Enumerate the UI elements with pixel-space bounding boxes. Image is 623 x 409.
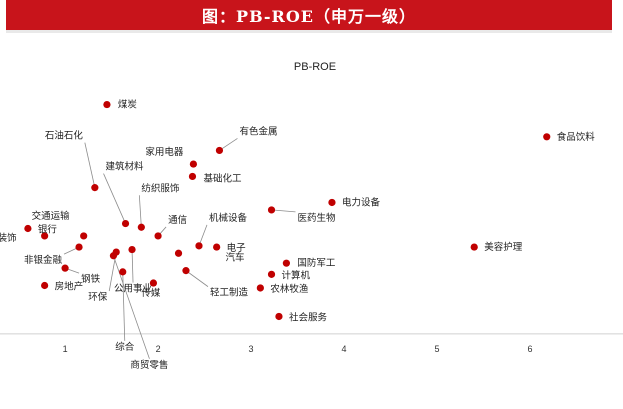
- data-point: [41, 281, 49, 290]
- point-label: 家用电器: [145, 146, 184, 158]
- leader-line: [103, 173, 126, 224]
- point-label: 基础化工: [203, 172, 242, 184]
- report-header-title: 图：PB-ROE（申万一级）: [202, 7, 416, 26]
- x-tick-label: 1: [63, 344, 68, 354]
- report-header-banner: 图：PB-ROE（申万一级）: [6, 0, 612, 30]
- data-point: [188, 172, 197, 181]
- point-label: 汽车: [226, 251, 245, 263]
- leader-line: [131, 249, 134, 283]
- leader-line: [84, 142, 96, 188]
- data-point: [189, 160, 198, 168]
- point-label: 非银金融: [24, 254, 63, 266]
- data-point: [275, 312, 283, 321]
- chart-title: PB-ROE: [294, 61, 336, 73]
- point-label: 钢铁: [81, 273, 101, 285]
- leader-line: [271, 209, 296, 213]
- point-label: 纺织服饰: [141, 182, 179, 194]
- point-label: 社会服务: [289, 311, 328, 323]
- point-label: 通信: [168, 214, 187, 226]
- point-label: 国防军工: [297, 257, 336, 269]
- x-tick-label: 6: [528, 344, 533, 354]
- data-point: [267, 206, 276, 214]
- data-point: [91, 184, 99, 192]
- x-tick-label: 2: [156, 344, 161, 354]
- point-label: 公用事业: [114, 283, 152, 295]
- point-label: 农林牧渔: [270, 283, 309, 295]
- data-point: [80, 232, 88, 240]
- data-point: [75, 243, 83, 251]
- leader-line: [138, 195, 142, 228]
- data-point: [182, 267, 190, 275]
- x-tick-label: 5: [435, 344, 440, 354]
- data-point: [154, 232, 162, 240]
- point-label: 石油石化: [45, 130, 84, 142]
- data-point: [215, 146, 224, 155]
- point-label: 煤炭: [118, 99, 138, 111]
- data-point: [470, 243, 478, 251]
- data-point: [109, 252, 118, 260]
- label-leader-lines: [63, 138, 296, 359]
- point-label: 食品饮料: [557, 131, 596, 143]
- data-point: [61, 264, 69, 272]
- data-point: [195, 242, 203, 250]
- data-point: [213, 243, 221, 251]
- x-axis-ticks: 1 2 3 4 5 6: [63, 344, 533, 354]
- data-points: [24, 100, 551, 321]
- data-point: [24, 224, 32, 233]
- data-point: [543, 133, 551, 141]
- point-label: 房地产: [55, 281, 84, 293]
- point-label: 银行: [38, 224, 58, 236]
- leader-line: [185, 270, 209, 287]
- point-label: 医药生物: [298, 212, 337, 224]
- point-label: 电子: [227, 242, 247, 254]
- point-label: 有色金属: [239, 125, 277, 137]
- data-point: [174, 249, 183, 257]
- point-label: 美容护理: [484, 241, 523, 253]
- leader-line: [198, 224, 208, 246]
- x-tick-label: 4: [342, 344, 347, 354]
- header-divider: [6, 30, 612, 33]
- data-point: [41, 232, 49, 240]
- point-label: 机械设备: [209, 212, 248, 224]
- x-tick-label: 3: [249, 344, 254, 354]
- point-label: 轻工制造: [210, 287, 249, 299]
- point-label: 环保: [88, 291, 108, 303]
- data-point: [149, 279, 158, 287]
- point-label: 传媒: [141, 287, 161, 299]
- data-point: [137, 223, 145, 231]
- data-point: [256, 284, 264, 292]
- leader-line: [219, 138, 238, 151]
- data-point: [282, 259, 290, 267]
- point-label: 综合: [115, 341, 135, 353]
- point-label: 建筑材料: [106, 161, 145, 173]
- data-point: [328, 198, 336, 207]
- point-label: 建筑装饰: [0, 232, 17, 244]
- point-label: 电力设备: [342, 196, 381, 208]
- point-label: 计算机: [282, 269, 311, 281]
- data-point: [119, 268, 127, 276]
- data-point: [267, 270, 276, 278]
- data-point: [121, 219, 130, 228]
- data-point: [103, 100, 111, 109]
- point-label: 商贸零售: [130, 359, 168, 371]
- point-label: 交通运输: [32, 210, 71, 222]
- data-point: [128, 245, 136, 254]
